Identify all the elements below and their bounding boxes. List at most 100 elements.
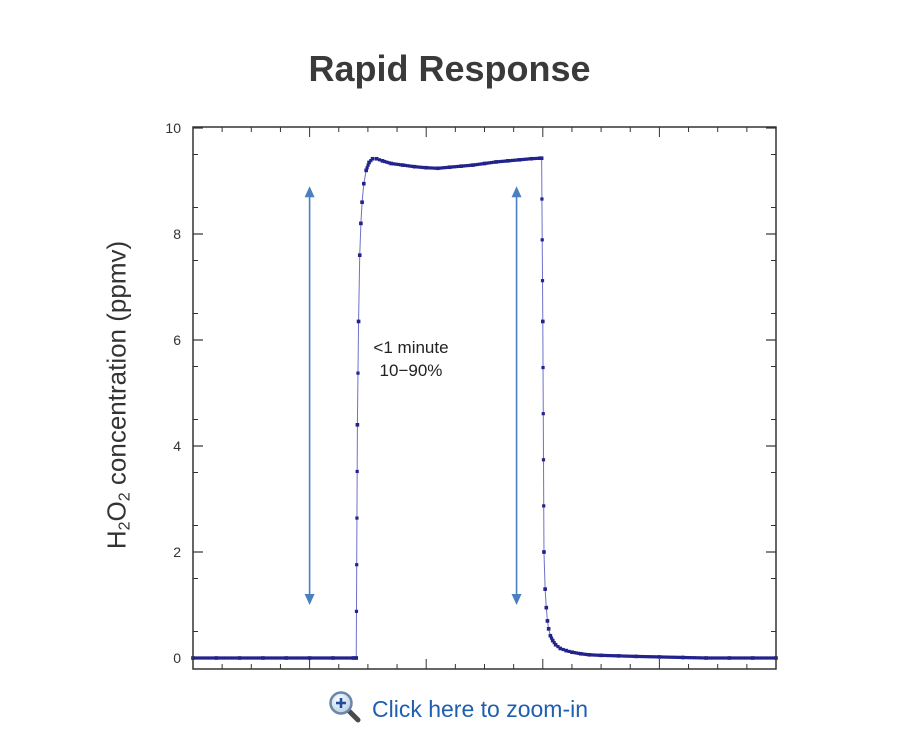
arrow-head-up: [304, 186, 315, 198]
data-point: [718, 656, 722, 660]
data-point: [704, 656, 708, 660]
data-point: [542, 504, 546, 508]
data-point: [328, 656, 333, 660]
data-point: [475, 162, 480, 167]
data-point: [282, 656, 286, 660]
data-point: [674, 655, 678, 659]
data-point: [678, 655, 682, 660]
zoom-in-label[interactable]: Click here to zoom-in: [372, 696, 589, 722]
data-point: [671, 655, 675, 659]
data-point: [344, 656, 349, 660]
data-point: [720, 656, 724, 660]
data-point: [543, 587, 547, 591]
data-point: [660, 655, 664, 659]
data-point: [692, 656, 696, 660]
data-point: [305, 656, 309, 660]
zoom-in-link[interactable]: Click here to zoom-in: [328, 690, 588, 729]
data-point: [457, 164, 461, 168]
data-point: [452, 165, 456, 169]
data-point: [364, 168, 368, 173]
data-point: [574, 651, 578, 655]
data-point: [261, 656, 265, 660]
data-point: [541, 412, 545, 416]
data-point: [489, 160, 494, 165]
data-point: [725, 656, 729, 660]
data-point: [716, 656, 720, 660]
data-point: [578, 651, 583, 656]
data-point: [307, 656, 312, 660]
data-point: [259, 656, 263, 660]
data-point: [233, 656, 237, 660]
series-layer: [191, 156, 778, 660]
data-point: [354, 656, 359, 660]
data-point: [319, 656, 323, 660]
data-point: [324, 656, 328, 660]
data-point: [769, 656, 773, 660]
data-point: [599, 653, 603, 658]
data-point: [289, 656, 293, 660]
data-point: [436, 166, 440, 171]
data-point: [355, 563, 359, 567]
data-point: [606, 653, 611, 658]
data-point: [567, 649, 571, 653]
data-point: [468, 163, 473, 167]
data-point: [542, 550, 546, 554]
data-point: [711, 656, 715, 660]
data-point: [405, 164, 410, 168]
data-point: [737, 656, 741, 660]
data-point: [280, 656, 284, 660]
data-point: [310, 656, 314, 660]
data-point: [445, 165, 449, 170]
data-point: [196, 656, 200, 660]
data-point: [676, 655, 680, 659]
data-point: [496, 160, 501, 164]
data-point: [541, 319, 545, 324]
data-point: [706, 656, 710, 660]
data-point: [242, 656, 246, 660]
data-point: [762, 656, 766, 660]
data-point: [410, 164, 414, 168]
data-point: [237, 656, 242, 660]
data-point: [685, 655, 689, 660]
data-point: [212, 656, 216, 660]
data-point: [750, 656, 755, 660]
data-point: [544, 605, 549, 610]
data-point: [680, 655, 685, 660]
data-point: [214, 656, 219, 660]
data-point: [312, 656, 316, 660]
data-point: [494, 160, 498, 164]
data-point: [583, 652, 587, 656]
data-point: [454, 164, 459, 169]
data-point: [351, 656, 356, 660]
data-point: [570, 650, 574, 654]
data-point: [383, 159, 387, 164]
data-point: [616, 654, 621, 658]
y-tick-label: 0: [173, 650, 181, 666]
data-point: [226, 656, 230, 660]
data-point: [235, 656, 239, 660]
data-point: [380, 159, 385, 163]
data-point: [252, 656, 256, 660]
data-point: [572, 650, 576, 655]
data-point: [548, 633, 553, 638]
data-point: [624, 654, 628, 658]
data-point: [524, 157, 529, 161]
data-point: [245, 656, 249, 660]
y-tick-label: 6: [173, 332, 181, 348]
data-point: [426, 166, 431, 170]
data-point: [450, 165, 454, 169]
data-point: [532, 156, 536, 161]
arrow-head-up: [511, 186, 522, 198]
data-point: [734, 656, 738, 660]
data-point: [556, 645, 560, 649]
data-point: [499, 159, 503, 164]
data-point: [249, 656, 253, 660]
data-point: [394, 162, 398, 166]
data-point: [669, 655, 673, 659]
response-time-annotation: <1 minute 10−90%: [373, 336, 448, 382]
data-point: [291, 656, 295, 660]
data-point: [357, 253, 362, 257]
series-line: [193, 157, 776, 659]
data-point: [231, 656, 235, 660]
data-point: [438, 166, 442, 170]
